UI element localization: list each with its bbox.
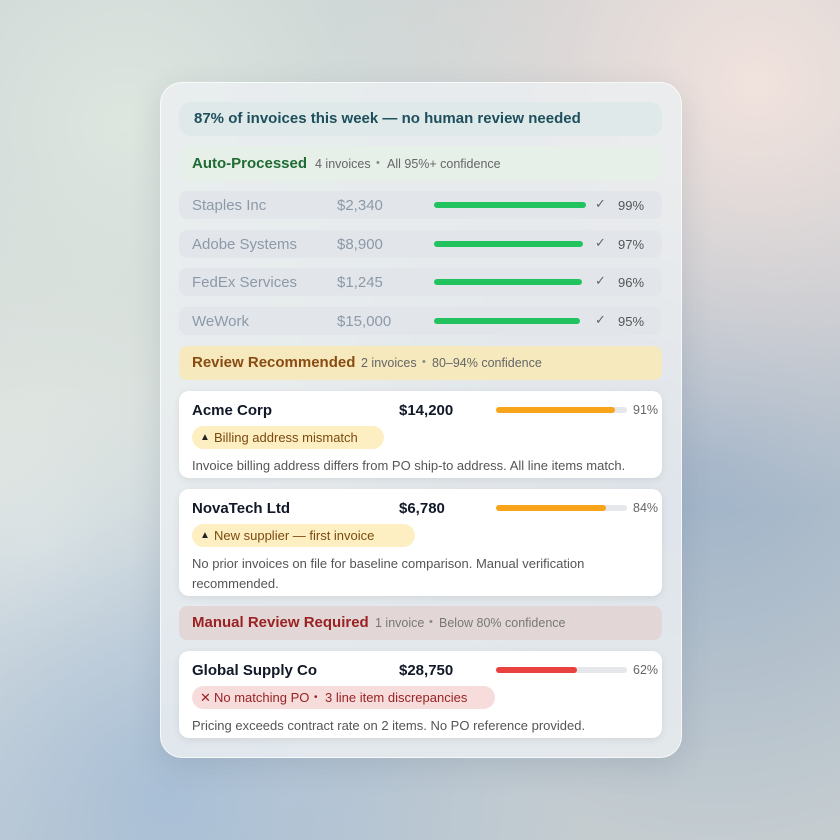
separator: • xyxy=(376,157,380,169)
flag-icon: ✕ xyxy=(200,690,211,705)
confidence-label: 91% xyxy=(633,403,659,417)
section-note: All 95%+ confidence xyxy=(387,157,501,171)
section-header: Manual Review Required 1 invoice • Below… xyxy=(179,606,662,640)
separator: • xyxy=(314,692,318,703)
section-header: Auto-Processed 4 invoices • All 95%+ con… xyxy=(179,146,662,181)
section-title: Auto-Processed xyxy=(192,155,308,172)
amount: $15,000 xyxy=(337,313,392,330)
flag-icon: ▲ xyxy=(200,432,210,443)
section-title: Manual Review Required xyxy=(192,614,369,631)
confidence-bar xyxy=(434,202,587,208)
confidence-bar xyxy=(434,318,581,324)
section-note: 80–94% confidence xyxy=(432,356,542,370)
flag-pill: ✕ No matching PO • 3 line item discrepancie… xyxy=(192,686,495,709)
invoice-row: WeWork $15,000 ✓ 95% xyxy=(179,307,662,335)
section-count: 1 invoice xyxy=(375,616,425,630)
invoice-card: NovaTech Ltd $6,780 84% ▲ New supplier — fir… xyxy=(179,489,662,596)
confidence-label: 99% xyxy=(618,198,645,213)
flag-text: Billing address mismatch xyxy=(214,430,358,445)
check-icon: ✓ xyxy=(595,196,606,211)
invoice-row: FedEx Services $1,245 ✓ 96% xyxy=(179,268,662,296)
flag-icon: ▲ xyxy=(200,530,210,541)
invoice-card: Acme Corp $14,200 91% ▲ Billing address mism… xyxy=(179,391,662,478)
invoice-row: Adobe Systems $8,900 ✓ 97% xyxy=(179,230,662,258)
section-note: Below 80% confidence xyxy=(439,616,566,630)
summary-title: 87% of invoices this week — no human rev… xyxy=(194,110,581,127)
amount: $6,780 xyxy=(399,500,445,517)
section-header: Review Recommended 2 invoices • 80–94% c… xyxy=(179,346,662,380)
separator: • xyxy=(422,356,426,368)
vendor-name: Global Supply Co xyxy=(192,662,318,679)
summary-banner: 87% of invoices this week — no human rev… xyxy=(179,102,662,136)
description: Invoice billing address differs from PO … xyxy=(192,458,626,473)
confidence-bar xyxy=(434,279,582,285)
separator: • xyxy=(429,616,433,628)
vendor-name: Acme Corp xyxy=(192,402,273,419)
confidence-bar xyxy=(496,667,578,673)
vendor-name: Adobe Systems xyxy=(192,236,298,253)
flag-text: New supplier — first invoice xyxy=(214,528,375,543)
flag-text: No matching PO xyxy=(214,690,310,705)
confidence-label: 84% xyxy=(633,501,659,515)
confidence-label: 62% xyxy=(633,663,659,677)
amount: $14,200 xyxy=(399,402,454,419)
invoice-card: Global Supply Co $28,750 62% ✕ No matching P… xyxy=(179,651,662,738)
confidence-bar xyxy=(496,505,607,511)
vendor-name: FedEx Services xyxy=(192,274,298,291)
description: Pricing exceeds contract rate on 2 items… xyxy=(192,718,586,733)
invoice-panel: 87% of invoices this week — no human rev… xyxy=(160,82,682,758)
flag-text: 3 line item discrepancies xyxy=(325,690,468,705)
vendor-name: Staples Inc xyxy=(192,197,267,214)
section-count: 2 invoices xyxy=(361,356,417,370)
amount: $8,900 xyxy=(337,236,383,253)
flag-pill: ▲ New supplier — first invoice xyxy=(192,524,415,547)
description: No prior invoices on file for baseline c… xyxy=(192,556,585,591)
invoice-row: Staples Inc $2,340 ✓ 99% xyxy=(179,191,662,219)
section-count: 4 invoices xyxy=(315,157,371,171)
confidence-label: 96% xyxy=(618,275,645,290)
section-title: Review Recommended xyxy=(192,354,356,371)
confidence-label: 95% xyxy=(618,314,645,329)
amount: $1,245 xyxy=(337,274,383,291)
amount: $28,750 xyxy=(399,662,454,679)
check-icon: ✓ xyxy=(595,273,606,288)
confidence-label: 97% xyxy=(618,237,645,252)
amount: $2,340 xyxy=(337,197,383,214)
vendor-name: WeWork xyxy=(192,313,249,330)
check-icon: ✓ xyxy=(595,235,606,250)
confidence-bar xyxy=(434,241,584,247)
confidence-bar xyxy=(496,407,616,413)
flag-pill: ▲ Billing address mismatch xyxy=(192,426,384,449)
vendor-name: NovaTech Ltd xyxy=(192,500,291,517)
check-icon: ✓ xyxy=(595,312,606,327)
